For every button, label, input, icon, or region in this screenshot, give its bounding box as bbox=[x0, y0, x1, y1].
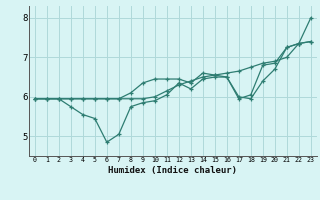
X-axis label: Humidex (Indice chaleur): Humidex (Indice chaleur) bbox=[108, 166, 237, 175]
